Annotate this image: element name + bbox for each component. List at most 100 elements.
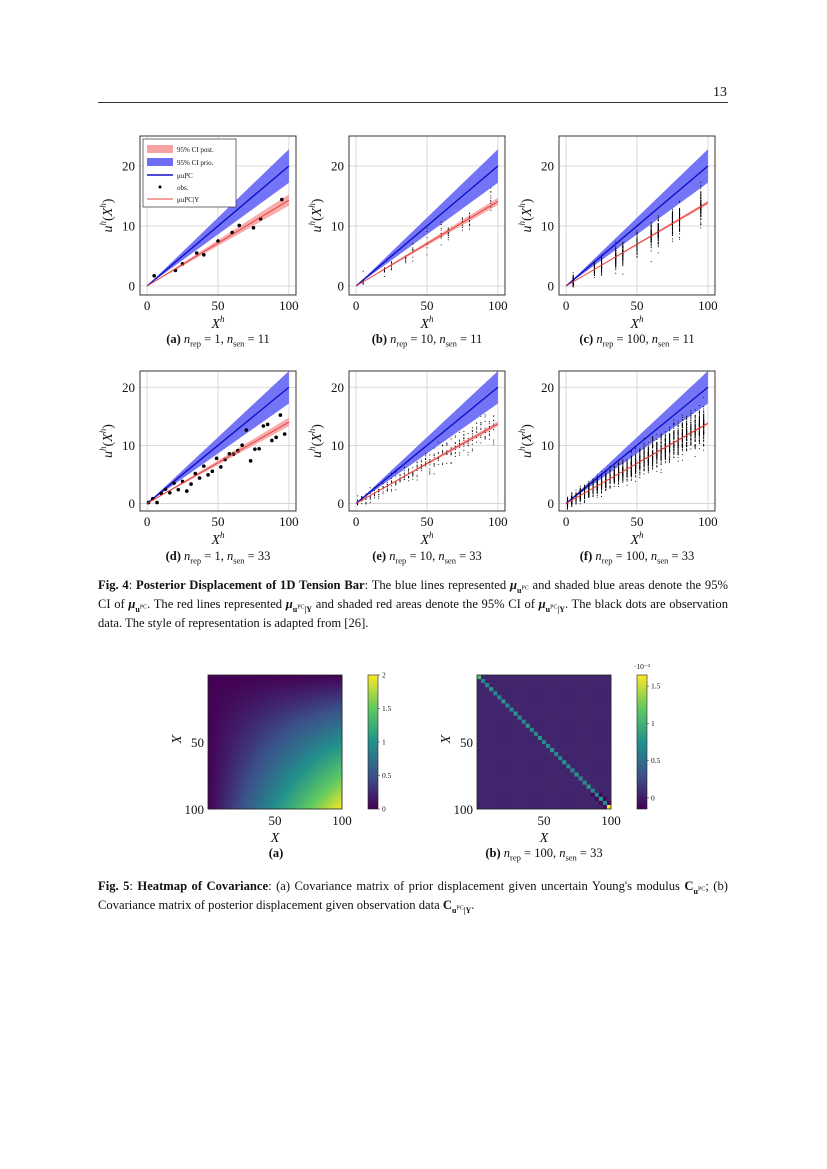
observation-point (420, 464, 422, 466)
observation-point (664, 433, 666, 435)
observation-point (657, 217, 659, 219)
observation-point (450, 447, 452, 449)
observation-point (369, 487, 371, 489)
prior-mean-line (565, 386, 709, 504)
observation-point (647, 464, 649, 467)
observation-point (643, 457, 645, 459)
observation-point (618, 465, 620, 467)
observation-point (652, 461, 654, 463)
observation-point (681, 439, 683, 441)
observation-point (660, 462, 662, 464)
observation-point (566, 498, 569, 500)
observation-point (459, 439, 461, 441)
observation-point (622, 254, 624, 256)
observation-point (643, 446, 645, 448)
observation-point (673, 419, 675, 421)
observation-point (600, 274, 603, 276)
observation-point (405, 260, 407, 262)
observation-point (596, 488, 598, 490)
observation-point (600, 272, 603, 274)
observation-point (447, 239, 449, 241)
observation-point (440, 223, 442, 225)
observation-point (677, 448, 679, 451)
observation-point (490, 191, 492, 193)
observation-point (447, 233, 449, 235)
observation-point (433, 464, 435, 466)
x-axis-label: Xh (210, 530, 225, 548)
observation-point (426, 237, 428, 239)
observation-point (635, 446, 637, 448)
observation-point (626, 480, 628, 482)
observation-point (454, 436, 456, 438)
observation-point (600, 484, 603, 486)
observation-point (650, 242, 652, 244)
observation-point (412, 247, 414, 249)
observation-point (639, 449, 641, 451)
legend-entry: 95% CI prio. (177, 159, 214, 167)
observation-point (657, 243, 659, 245)
observation-point (681, 432, 683, 434)
observation-point (442, 463, 444, 466)
observation-point (636, 256, 638, 258)
observation-point (615, 248, 617, 250)
observation-point (592, 479, 594, 481)
y-tick-label: 10 (541, 219, 554, 234)
observation-point (593, 272, 596, 274)
observation-point (571, 494, 573, 496)
observation-point (480, 442, 482, 444)
observation-point (442, 451, 444, 453)
observation-point (463, 433, 465, 436)
observation-point (471, 431, 473, 433)
observation-point (660, 450, 662, 452)
observation-point (600, 477, 603, 479)
prior-mean-line (146, 165, 290, 287)
observation-point (681, 446, 683, 448)
observation-point (639, 464, 641, 467)
observation-point (588, 492, 590, 494)
legend-entry: 95% CI post. (177, 146, 214, 154)
x-tick-label: 0 (353, 514, 360, 529)
observation-point (650, 261, 652, 263)
observation-point (671, 219, 674, 222)
observation-point (596, 491, 598, 493)
observation-point (437, 441, 439, 443)
observation-point (605, 481, 607, 484)
observation-point (172, 481, 176, 485)
observation-point (440, 244, 442, 246)
observation-point (635, 448, 637, 450)
observation-point (678, 208, 681, 211)
observation-point (490, 206, 492, 208)
x-tick-label: 100 (279, 514, 299, 529)
observation-point (664, 461, 666, 463)
observation-point (664, 458, 666, 460)
observation-point (446, 442, 448, 444)
observation-point (673, 437, 675, 439)
observation-point (694, 416, 696, 418)
observation-point (480, 424, 482, 426)
observation-point (566, 499, 569, 501)
observation-point (622, 250, 624, 252)
observation-point (647, 462, 649, 464)
observation-point (681, 441, 683, 443)
observation-point (700, 201, 702, 203)
observation-point (700, 212, 702, 214)
observation-point (476, 441, 478, 443)
observation-point (657, 236, 659, 238)
observation-point (433, 447, 435, 449)
observation-point (566, 496, 569, 498)
observation-point (613, 478, 615, 480)
observation-point (390, 490, 393, 492)
observation-point (647, 467, 649, 469)
observation-point (678, 233, 681, 235)
observation-point (440, 237, 442, 239)
y-axis-label: uh(Xh) (98, 424, 116, 458)
observation-point (657, 252, 659, 254)
observation-point (583, 496, 586, 498)
observation-point (650, 232, 652, 234)
observation-point (615, 268, 617, 271)
observation-point (365, 493, 367, 495)
observation-point (630, 478, 632, 480)
observation-point (390, 265, 393, 267)
observation-point (678, 211, 681, 213)
